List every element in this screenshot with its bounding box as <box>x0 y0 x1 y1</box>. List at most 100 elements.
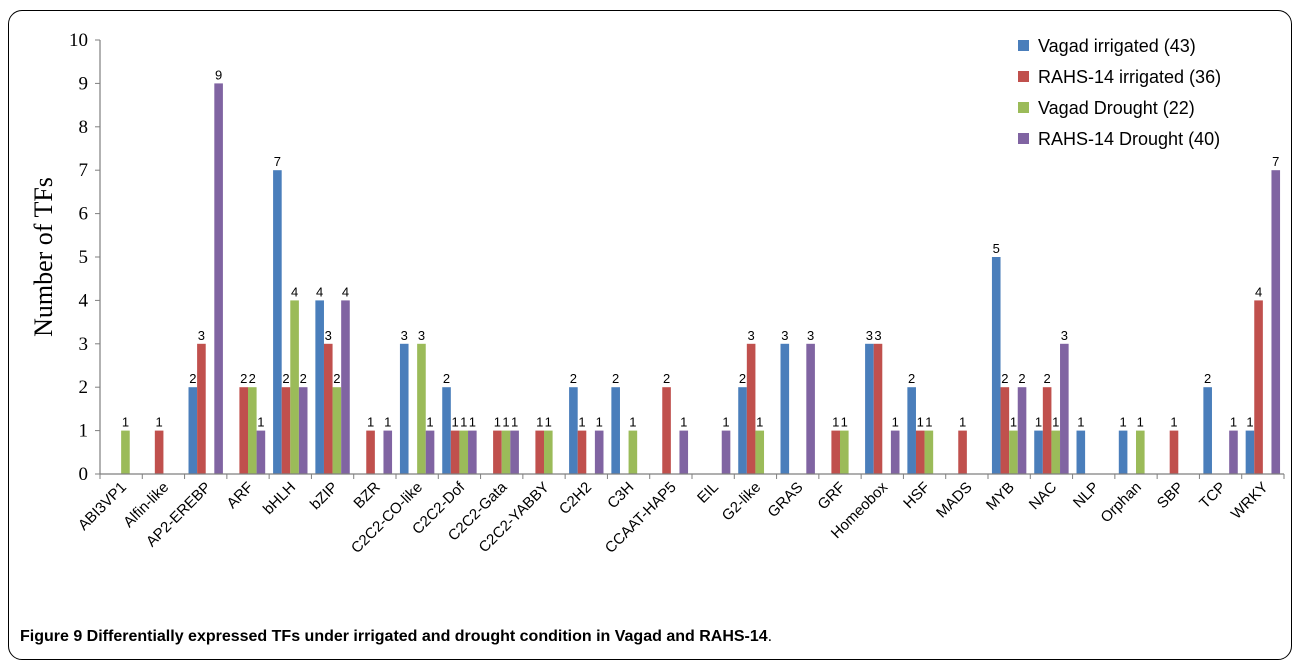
caption-text: Figure 9 Differentially expressed TFs un… <box>20 628 768 645</box>
bar <box>1060 343 1069 474</box>
bar <box>341 300 350 474</box>
bar-value-label: 2 <box>663 371 670 386</box>
bar <box>1203 387 1212 474</box>
bar <box>154 430 164 474</box>
bar-value-label: 1 <box>156 415 163 430</box>
legend-swatch <box>1018 40 1029 51</box>
bar <box>214 83 223 475</box>
bar <box>915 430 925 474</box>
bar <box>315 300 324 474</box>
legend: Vagad irrigated (43) RAHS-14 irrigated (3… <box>1018 36 1221 149</box>
bar <box>1051 430 1061 474</box>
bar-value-label: 1 <box>122 415 129 430</box>
x-tick-label: C2H2 <box>556 479 595 518</box>
bar <box>1118 430 1128 474</box>
bar-value-label: 2 <box>282 371 289 386</box>
bar <box>746 343 756 474</box>
bar-value-label: 1 <box>536 415 543 430</box>
bar-value-label: 1 <box>460 415 467 430</box>
x-tick-label: bZIP <box>307 479 341 513</box>
bar <box>425 430 435 474</box>
bar <box>510 430 519 474</box>
bar <box>332 387 342 474</box>
bar <box>1034 430 1043 474</box>
bar <box>450 430 460 474</box>
x-tick-label: BZR <box>350 479 383 512</box>
bar-value-label: 1 <box>925 415 932 430</box>
y-tick-label: 6 <box>79 204 89 225</box>
bar-value-label: 1 <box>384 415 391 430</box>
legend-label: Vagad irrigated (43) <box>1038 36 1196 56</box>
x-tick-label: C3H <box>604 479 637 512</box>
y-tick-label: 0 <box>79 464 89 485</box>
bar-value-label: 2 <box>189 371 196 386</box>
bar-value-label: 1 <box>578 415 585 430</box>
x-tick-label: GRF <box>814 479 848 513</box>
bar-value-label: 4 <box>342 284 349 299</box>
bar <box>442 387 451 474</box>
bar <box>738 387 747 474</box>
bar <box>1009 430 1018 474</box>
legend-label: RAHS-14 irrigated (36) <box>1038 67 1221 87</box>
bar <box>662 387 671 474</box>
y-tick-label: 8 <box>79 117 89 138</box>
bar <box>239 387 248 474</box>
bar-value-label: 1 <box>257 415 264 430</box>
bar <box>594 430 604 474</box>
bar-value-label: 2 <box>240 371 247 386</box>
x-tick-label: WRKY <box>1228 479 1272 523</box>
bar-value-label: 3 <box>807 328 814 343</box>
bar-value-label: 2 <box>300 371 307 386</box>
x-tick-label: SBP <box>1154 479 1187 512</box>
bar <box>721 430 731 474</box>
bar <box>281 387 291 474</box>
bar-value-label: 1 <box>1052 415 1059 430</box>
y-tick-label: 9 <box>79 73 89 94</box>
bar-value-label: 1 <box>452 415 459 430</box>
bars-layer <box>121 83 1281 475</box>
bar <box>256 430 266 474</box>
bar-value-label: 1 <box>917 415 924 430</box>
legend-swatch <box>1018 133 1029 144</box>
bar <box>924 430 934 474</box>
bar <box>907 387 916 474</box>
bar <box>323 343 333 474</box>
bar <box>840 430 849 474</box>
bar-value-label: 5 <box>993 241 1000 256</box>
bar-value-label: 1 <box>1010 415 1017 430</box>
bar-value-label: 1 <box>1119 415 1126 430</box>
bar <box>865 343 874 474</box>
bar-value-label: 2 <box>1204 371 1211 386</box>
bar <box>780 343 790 474</box>
bar-value-label: 1 <box>680 415 687 430</box>
y-tick-label: 5 <box>79 247 89 268</box>
bar <box>535 430 544 474</box>
bar-value-label: 1 <box>367 415 374 430</box>
bar-value-label: 1 <box>426 415 433 430</box>
bar <box>248 387 257 474</box>
bar <box>1254 300 1263 474</box>
x-tick-label: NLP <box>1070 479 1103 512</box>
y-axis-label: Number of TFs <box>29 177 58 337</box>
bar-value-label: 1 <box>511 415 518 430</box>
bar <box>1076 430 1086 474</box>
legend-label: RAHS-14 Drought (40) <box>1038 129 1220 149</box>
bar <box>1017 387 1027 474</box>
bar <box>298 387 308 474</box>
bar-value-label: 1 <box>1230 415 1237 430</box>
bar-value-label: 1 <box>1246 415 1253 430</box>
legend-swatch <box>1018 102 1029 113</box>
x-tick-label: Orphan <box>1097 479 1144 526</box>
bar-value-label: 1 <box>629 415 636 430</box>
bar-value-label: 3 <box>401 328 408 343</box>
bar <box>366 430 375 474</box>
bar <box>628 430 638 474</box>
x-tick-label: TCP <box>1196 479 1229 512</box>
bar <box>493 430 502 474</box>
bar <box>273 170 282 474</box>
bar <box>501 430 511 474</box>
bar-value-label: 2 <box>612 371 619 386</box>
bar-value-label: 2 <box>1044 371 1051 386</box>
bar-value-label: 1 <box>1137 415 1144 430</box>
bar <box>755 430 765 474</box>
